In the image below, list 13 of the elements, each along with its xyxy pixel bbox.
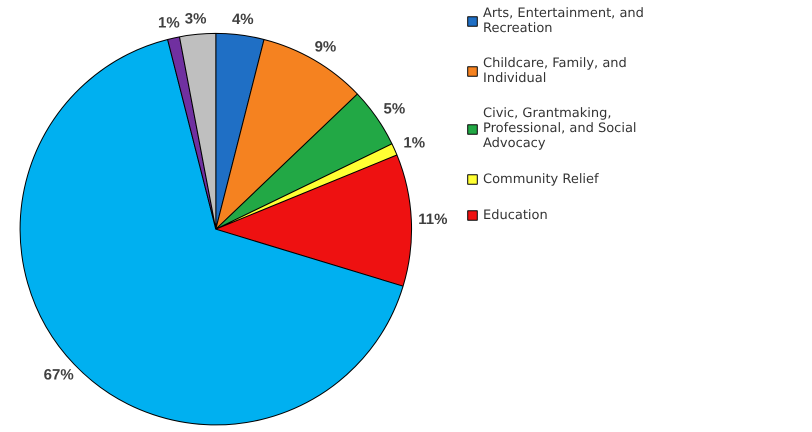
legend-label: Arts, Entertainment, and Recreation (483, 6, 644, 36)
data-label: 9% (314, 38, 336, 56)
data-label: 67% (44, 366, 74, 384)
data-label: 5% (384, 100, 406, 118)
data-label: 11% (418, 210, 448, 228)
data-label: 1% (158, 14, 180, 32)
data-label: 1% (403, 134, 426, 152)
legend-label: Childcare, Family, and Individual (483, 56, 627, 86)
data-label: 3% (184, 10, 206, 28)
data-label: 4% (232, 11, 254, 28)
legend-label: Education (483, 207, 548, 223)
legend-label: Civic, Grantmaking, Professional, and Social Advocacy (483, 106, 637, 151)
legend-label: Community Relief (483, 171, 599, 187)
